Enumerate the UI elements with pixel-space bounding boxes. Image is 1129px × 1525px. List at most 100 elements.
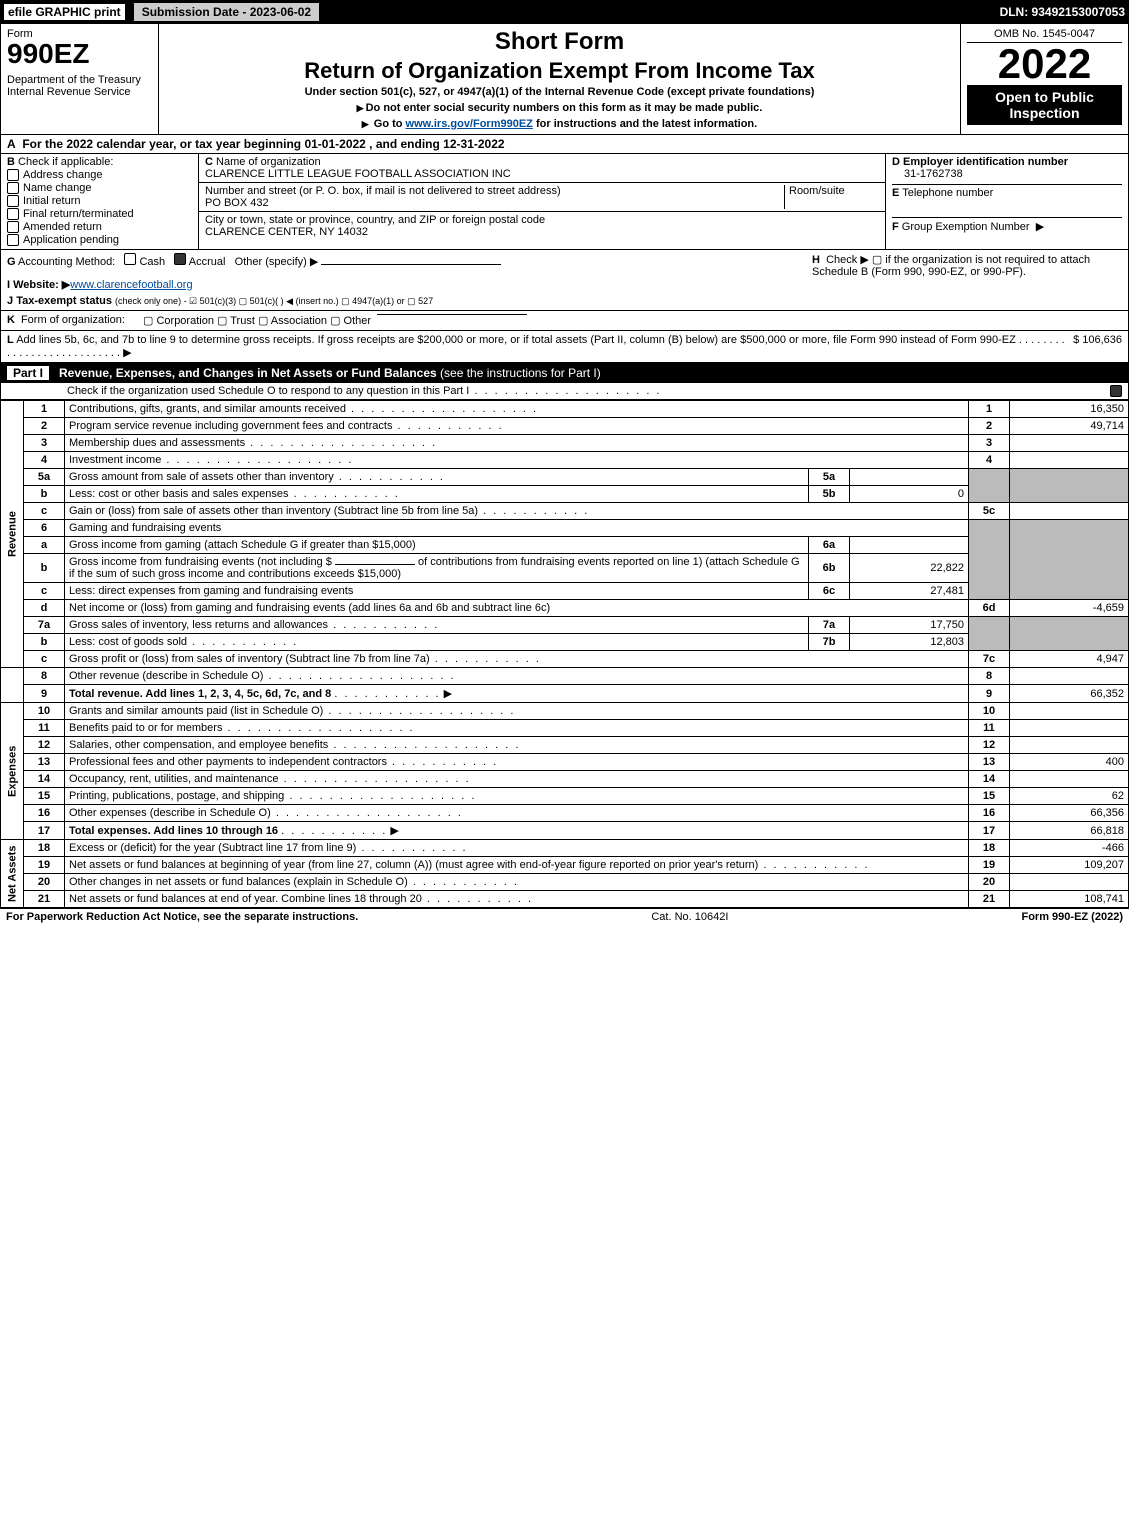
line-17-rn: 17	[969, 822, 1010, 840]
line-3-desc: Membership dues and assessments	[69, 437, 437, 449]
schedule-o-check-row: Check if the organization used Schedule …	[0, 383, 1129, 400]
checkbox-address-change[interactable]	[7, 169, 19, 181]
opt-final-return: Final return/terminated	[23, 208, 134, 220]
form-number: 990EZ	[7, 40, 152, 68]
line-6d-rn: 6d	[969, 600, 1010, 617]
line-5b-mn: 5b	[809, 486, 850, 503]
line-5c-desc: Gain or (loss) from sale of assets other…	[69, 505, 589, 517]
tax-exempt-detail: (check only one) - ☑ 501(c)(3) ▢ 501(c)(…	[115, 296, 433, 306]
line-14-amt	[1010, 771, 1129, 788]
line-6a-mn: 6a	[809, 537, 850, 554]
line-12-desc: Salaries, other compensation, and employ…	[69, 739, 520, 751]
line-14-rn: 14	[969, 771, 1010, 788]
line-7c-num: c	[24, 651, 65, 668]
line-1-amt: 16,350	[1010, 401, 1129, 418]
line-18-desc: Excess or (deficit) for the year (Subtra…	[69, 842, 468, 854]
line-7a-mn: 7a	[809, 617, 850, 634]
shaded-5b	[1010, 469, 1129, 503]
line-8-amt	[1010, 668, 1129, 685]
shaded-7	[969, 617, 1010, 651]
gross-receipts-row: L Add lines 5b, 6c, and 7b to line 9 to …	[0, 331, 1129, 363]
no-ssn-line: Do not enter social security numbers on …	[366, 102, 763, 114]
return-title: Return of Organization Exempt From Incom…	[167, 58, 952, 84]
line-13-rn: 13	[969, 754, 1010, 771]
checkbox-cash[interactable]	[124, 253, 136, 265]
line-5b-mamt: 0	[850, 486, 969, 503]
line-7c-amt: 4,947	[1010, 651, 1129, 668]
line-5c-rn: 5c	[969, 503, 1010, 520]
room-suite-label: Room/suite	[789, 185, 845, 197]
line-6d-desc: Net income or (loss) from gaming and fun…	[65, 600, 969, 617]
group-exemption-label: Group Exemption Number	[902, 221, 1030, 233]
checkbox-initial-return[interactable]	[7, 195, 19, 207]
checkbox-name-change[interactable]	[7, 182, 19, 194]
footer-center: Cat. No. 10642I	[651, 911, 728, 923]
line-9-num: 9	[24, 685, 65, 703]
other-specify-input[interactable]	[321, 264, 501, 265]
part-1-subtitle: (see the instructions for Part I)	[440, 366, 601, 380]
arrow-icon	[362, 118, 371, 130]
checkbox-amended-return[interactable]	[7, 221, 19, 233]
line-18-rn: 18	[969, 840, 1010, 857]
line-13-desc: Professional fees and other payments to …	[69, 756, 498, 768]
form-of-org-label: Form of organization:	[21, 314, 125, 326]
line-7b-mn: 7b	[809, 634, 850, 651]
form-of-org-row: K Form of organization: ▢ Corporation ▢ …	[0, 311, 1129, 331]
checkbox-final-return[interactable]	[7, 208, 19, 220]
checkbox-schedule-o[interactable]	[1110, 385, 1122, 397]
line-11-num: 11	[24, 720, 65, 737]
irs-link[interactable]: www.irs.gov/Form990EZ	[406, 118, 533, 130]
submission-date: Submission Date - 2023-06-02	[133, 2, 320, 22]
checkbox-application-pending[interactable]	[7, 234, 19, 246]
line-7c-desc: Gross profit or (loss) from sales of inv…	[69, 653, 541, 665]
city-value: CLARENCE CENTER, NY 14032	[205, 226, 368, 238]
line-7b-mamt: 12,803	[850, 634, 969, 651]
opt-amended-return: Amended return	[23, 221, 102, 233]
net-assets-side-label: Net Assets	[1, 840, 24, 908]
arrow-icon	[357, 102, 366, 114]
line-20-desc: Other changes in net assets or fund bala…	[69, 876, 519, 888]
line-9-rn: 9	[969, 685, 1010, 703]
line-6d-num: d	[24, 600, 65, 617]
opt-initial-return: Initial return	[23, 195, 80, 207]
line-5a-num: 5a	[24, 469, 65, 486]
line-17-amt: 66,818	[1010, 822, 1129, 840]
line-6b-mamt: 22,822	[850, 554, 969, 583]
opt-accrual: Accrual	[189, 256, 226, 268]
line-5b-num: b	[24, 486, 65, 503]
line-6a-desc: Gross income from gaming (attach Schedul…	[65, 537, 809, 554]
line-10-amt	[1010, 703, 1129, 720]
line-6-desc: Gaming and fundraising events	[65, 520, 969, 537]
accounting-row: G Accounting Method: Cash Accrual Other …	[0, 250, 1129, 311]
other-org-input[interactable]	[377, 314, 527, 315]
line-7b-desc: Less: cost of goods sold	[69, 636, 298, 648]
line-7a-mamt: 17,750	[850, 617, 969, 634]
expenses-side-label: Expenses	[1, 703, 24, 840]
opt-application-pending: Application pending	[23, 234, 119, 246]
line-12-rn: 12	[969, 737, 1010, 754]
line-9-amt: 66,352	[1010, 685, 1129, 703]
checkbox-accrual[interactable]	[174, 253, 186, 265]
line-20-amt	[1010, 874, 1129, 891]
line-12-num: 12	[24, 737, 65, 754]
schedule-o-text: Check if the organization used Schedule …	[7, 385, 1102, 397]
street-label: Number and street (or P. O. box, if mail…	[205, 185, 561, 197]
short-form-title: Short Form	[167, 28, 952, 56]
line-18-amt: -466	[1010, 840, 1129, 857]
line-21-desc: Net assets or fund balances at end of ye…	[69, 893, 533, 905]
line-18-num: 18	[24, 840, 65, 857]
line-2-amt: 49,714	[1010, 418, 1129, 435]
line-11-amt	[1010, 720, 1129, 737]
line-7a-desc: Gross sales of inventory, less returns a…	[69, 619, 439, 631]
line-15-rn: 15	[969, 788, 1010, 805]
line-3-amt	[1010, 435, 1129, 452]
line-2-rn: 2	[969, 418, 1010, 435]
dept-label: Department of the Treasury	[7, 74, 152, 86]
line-8-num: 8	[24, 668, 65, 685]
website-link[interactable]: www.clarencefootball.org	[70, 279, 192, 291]
line-6b-blank[interactable]	[335, 564, 415, 565]
line-16-desc: Other expenses (describe in Schedule O)	[69, 807, 463, 819]
open-inspection: Open to Public Inspection	[967, 85, 1122, 125]
line-7a-num: 7a	[24, 617, 65, 634]
section-a-text: For the 2022 calendar year, or tax year …	[22, 137, 504, 151]
